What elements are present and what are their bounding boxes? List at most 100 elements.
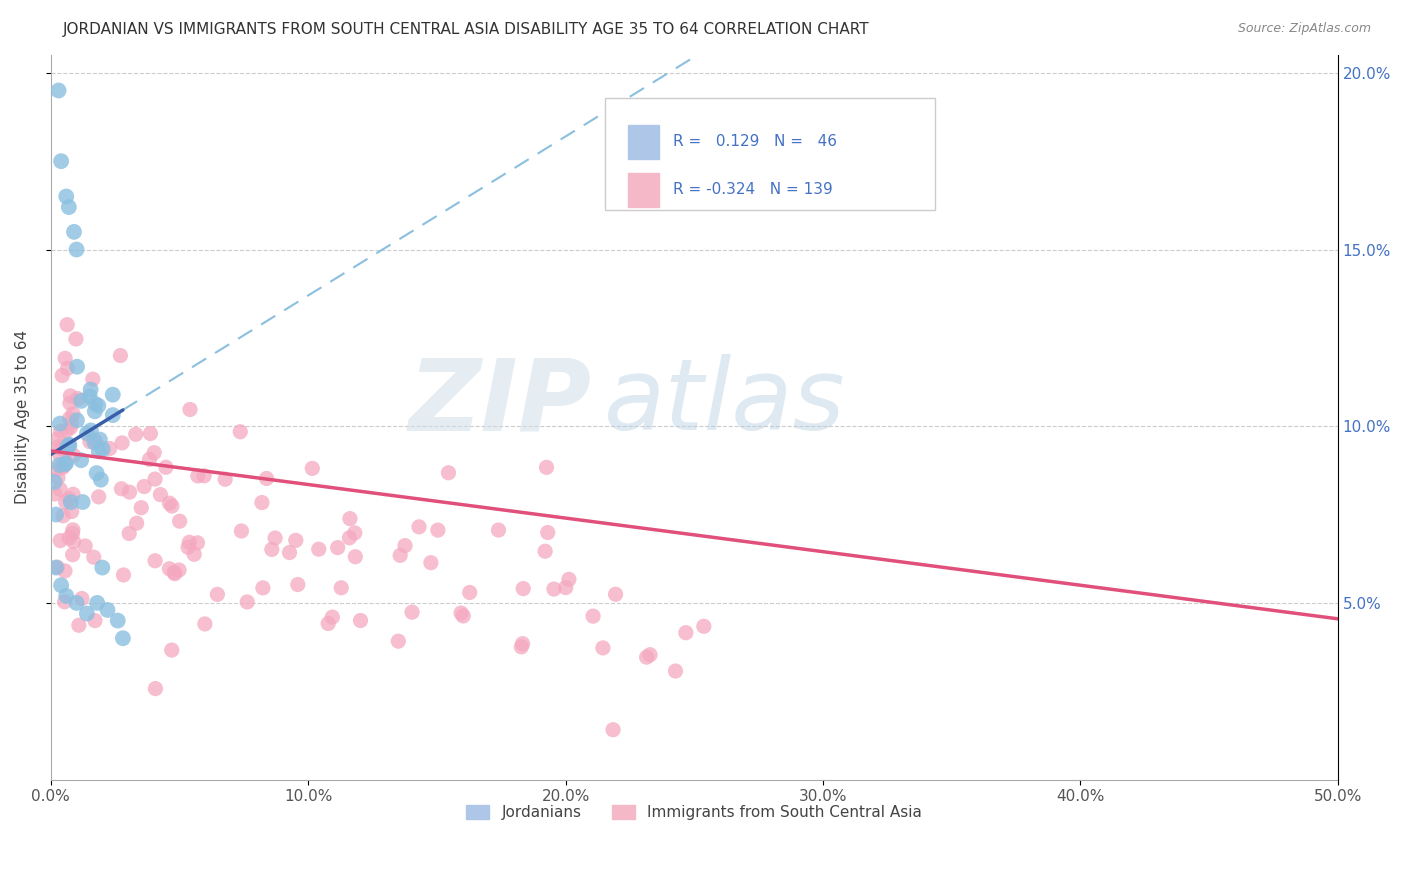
Point <box>65 332 87 346</box>
Point <box>138 452 160 467</box>
Point <box>62 487 84 501</box>
Point <box>387 634 409 648</box>
Point <box>143 554 166 568</box>
Point <box>179 535 201 549</box>
Point <box>194 616 217 631</box>
Point <box>343 525 366 540</box>
Point <box>65 243 87 257</box>
Point <box>82 372 104 386</box>
Point <box>51 460 73 475</box>
Point <box>44 487 66 501</box>
Point <box>55 495 77 509</box>
Point <box>56 441 79 455</box>
Point <box>301 461 323 475</box>
Point <box>160 499 183 513</box>
Point <box>163 566 186 581</box>
Point <box>179 402 201 417</box>
Point <box>401 605 423 619</box>
Point <box>558 572 581 586</box>
Point <box>101 408 124 422</box>
Point <box>86 466 108 480</box>
Point <box>512 637 534 651</box>
Point <box>693 619 716 633</box>
Point <box>187 469 209 483</box>
Point <box>231 524 253 538</box>
Point <box>91 560 114 574</box>
Point <box>52 459 75 474</box>
Point <box>107 614 129 628</box>
Point <box>344 549 367 564</box>
Point <box>48 440 70 454</box>
Point <box>287 577 309 591</box>
Point <box>66 413 89 427</box>
Point <box>91 442 114 456</box>
Point <box>84 433 107 447</box>
Point <box>72 495 94 509</box>
Point <box>118 485 141 500</box>
Text: ZIP: ZIP <box>408 354 592 451</box>
Point <box>112 568 135 582</box>
Point <box>278 545 301 559</box>
Point <box>605 587 627 601</box>
Point <box>638 648 661 662</box>
Point <box>63 225 86 239</box>
Text: Source: ZipAtlas.com: Source: ZipAtlas.com <box>1237 22 1371 36</box>
Point <box>89 433 111 447</box>
Point <box>155 460 177 475</box>
Point <box>75 539 97 553</box>
Point <box>389 549 412 563</box>
Point <box>51 368 73 383</box>
Point <box>46 432 69 446</box>
Point <box>62 534 84 549</box>
Point <box>134 479 156 493</box>
Point <box>62 526 84 541</box>
Point <box>256 471 278 485</box>
Point <box>45 560 67 574</box>
Point <box>56 318 79 332</box>
Point <box>543 582 565 596</box>
Point <box>90 473 112 487</box>
Point <box>426 523 449 537</box>
Point <box>554 581 576 595</box>
Point <box>183 547 205 561</box>
Point <box>86 596 108 610</box>
Point <box>321 610 343 624</box>
Point <box>326 541 349 555</box>
Point <box>58 438 80 452</box>
Point <box>70 591 93 606</box>
Point <box>450 606 472 620</box>
Point <box>65 596 87 610</box>
Point <box>49 578 72 592</box>
Point <box>186 536 208 550</box>
Point <box>451 609 474 624</box>
Point <box>664 664 686 678</box>
Point <box>488 523 510 537</box>
Point <box>56 361 79 376</box>
Text: R =   0.129   N =   46: R = 0.129 N = 46 <box>673 134 838 149</box>
Text: atlas: atlas <box>605 354 846 451</box>
Point <box>76 426 98 441</box>
Point <box>143 445 166 459</box>
Point <box>62 448 84 462</box>
Point <box>48 458 70 472</box>
Point <box>125 427 148 442</box>
Point <box>260 542 283 557</box>
Point <box>512 582 534 596</box>
Point <box>602 723 624 737</box>
Point <box>53 351 76 366</box>
Point <box>339 531 361 545</box>
Point <box>49 424 72 438</box>
Point <box>214 472 236 486</box>
Point <box>49 533 72 548</box>
Point <box>84 614 107 628</box>
Point <box>58 491 80 506</box>
Point <box>149 487 172 501</box>
Point <box>46 560 69 574</box>
Point <box>252 581 274 595</box>
Point <box>53 457 76 471</box>
Point <box>339 511 361 525</box>
Point <box>49 154 72 169</box>
Point <box>143 472 166 486</box>
Text: JORDANIAN VS IMMIGRANTS FROM SOUTH CENTRAL ASIA DISABILITY AGE 35 TO 64 CORRELAT: JORDANIAN VS IMMIGRANTS FROM SOUTH CENTR… <box>63 22 870 37</box>
Y-axis label: Disability Age 35 to 64: Disability Age 35 to 64 <box>15 330 30 505</box>
